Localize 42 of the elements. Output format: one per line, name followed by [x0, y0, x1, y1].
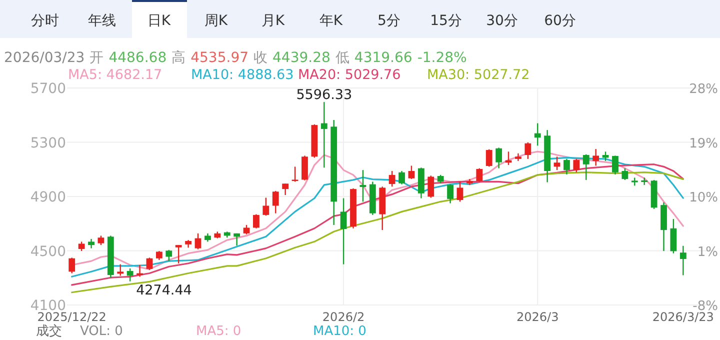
annotation: 5596.33 — [296, 87, 352, 104]
text: MA10: 0 — [313, 324, 366, 339]
text: 4319.66 — [354, 50, 412, 66]
text: 30分 — [486, 13, 518, 29]
text: 分时 — [31, 13, 59, 29]
y-tick-label: 5300 — [30, 135, 66, 152]
x-tick-label: 2026/2 — [322, 310, 365, 324]
text: 年K — [319, 13, 344, 29]
text: MA30: 5027.72 — [427, 67, 530, 83]
text: 4486.68 — [108, 50, 167, 66]
y-tick-label: 4900 — [30, 190, 66, 206]
text: 成交 — [36, 323, 62, 339]
y2-tick-label: 28% — [689, 82, 718, 97]
text: 4439.28 — [272, 50, 330, 66]
text: 年线 — [88, 13, 116, 29]
text: 收 — [254, 50, 268, 66]
text: 60分 — [544, 13, 576, 29]
text: 5分 — [378, 13, 400, 29]
y-tick-label: 4500 — [30, 244, 66, 260]
annotation: 4274.44 — [136, 282, 192, 298]
y2-tick-label: 19% — [689, 136, 718, 152]
text: MA20: 5029.76 — [298, 67, 401, 83]
text: MA10: 4888.63 — [191, 67, 294, 83]
y2-tick-label: 10% — [689, 190, 718, 206]
text: 4535.97 — [190, 50, 249, 66]
text: 月K — [261, 13, 286, 29]
text: 开 — [90, 50, 104, 66]
x-tick-label: 2025/12/22 — [37, 310, 106, 324]
text: 15分 — [430, 13, 462, 29]
text: VOL: 0 — [80, 324, 123, 339]
x-tick-label: 2026/3 — [516, 310, 559, 324]
text: 周K — [204, 13, 228, 29]
y2-tick-label: 1% — [697, 244, 718, 260]
text: 日K — [147, 13, 172, 29]
text: MA5: 4682.17 — [68, 67, 162, 83]
y-tick-label: 5700 — [30, 81, 66, 97]
text: 高 — [172, 50, 186, 66]
text: -1.28% — [417, 50, 467, 66]
x-tick-label: 2026/3/23 — [652, 310, 714, 324]
text: 低 — [335, 50, 350, 66]
text: 2026/03/23 — [4, 50, 85, 66]
text: MA5: 0 — [196, 324, 242, 339]
